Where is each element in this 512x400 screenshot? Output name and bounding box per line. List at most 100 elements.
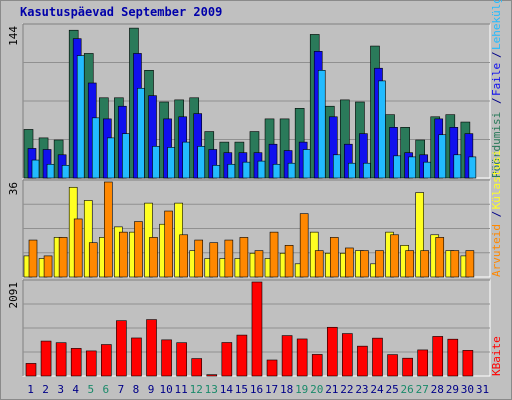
bar-kbytes-30 xyxy=(462,350,474,377)
bar-pages-4 xyxy=(76,55,85,179)
bar-hits-30 xyxy=(465,250,475,278)
bar-hits-13 xyxy=(209,242,219,278)
day-label-1: 1 xyxy=(27,383,34,396)
bar-kbytes-6 xyxy=(101,344,112,377)
day-label-18: 18 xyxy=(280,383,293,396)
day-label-11: 11 xyxy=(175,383,188,396)
bar-kbytes-11 xyxy=(176,342,187,377)
day-label-7: 7 xyxy=(118,383,125,396)
bar-hits-12 xyxy=(194,239,204,278)
bar-pages-28 xyxy=(438,134,447,179)
side-label-0: Pöördumisi xyxy=(490,112,503,178)
day-labels-layer: 1 2 3 4 5 6 7 8 9 10 11 12 13 14 15 16 17 18 19 20 21 22 23 24 2… xyxy=(27,383,489,396)
day-label-21: 21 xyxy=(325,383,338,396)
bar-hits-3 xyxy=(58,237,68,278)
bar-hits-19 xyxy=(299,213,309,278)
bar-kbytes-28 xyxy=(432,336,444,377)
bar-hits-27 xyxy=(420,250,429,278)
bar-kbytes-24 xyxy=(372,337,383,377)
bar-pages-19 xyxy=(302,149,311,179)
day-label-2: 2 xyxy=(42,383,49,396)
panel-bottom: 2091 xyxy=(7,279,491,377)
panel-max-label: 2091 xyxy=(7,282,20,309)
side-label-separator: / xyxy=(490,97,503,104)
day-label-3: 3 xyxy=(57,383,64,396)
day-label-16: 16 xyxy=(250,383,263,396)
bar-hits-14 xyxy=(224,239,234,278)
bar-hits-28 xyxy=(435,237,445,278)
bar-kbytes-22 xyxy=(342,333,353,377)
day-label-12: 12 xyxy=(190,383,203,396)
day-label-20: 20 xyxy=(310,383,323,396)
bar-pages-21 xyxy=(332,154,341,179)
side-label-separator: / xyxy=(490,51,503,58)
bar-hits-26 xyxy=(405,250,414,278)
bar-pages-23 xyxy=(363,162,371,179)
day-label-4: 4 xyxy=(72,383,79,396)
bar-pages-27 xyxy=(423,161,431,179)
day-label-27: 27 xyxy=(416,383,429,396)
bar-kbytes-29 xyxy=(447,338,459,377)
bar-pages-20 xyxy=(317,70,326,179)
bar-kbytes-1 xyxy=(25,363,37,377)
bar-kbytes-17 xyxy=(266,359,278,377)
bar-kbytes-18 xyxy=(281,335,293,377)
day-label-10: 10 xyxy=(159,383,172,396)
bar-hits-24 xyxy=(375,250,384,278)
day-label-13: 13 xyxy=(205,383,218,396)
bar-kbytes-25 xyxy=(387,354,398,377)
panel-top: 144 xyxy=(7,23,491,179)
bar-hits-17 xyxy=(269,231,279,278)
bar-pages-5 xyxy=(91,117,100,179)
bar-kbytes-10 xyxy=(161,339,172,377)
day-label-24: 24 xyxy=(370,383,384,396)
bar-hits-18 xyxy=(284,245,294,278)
bar-pages-6 xyxy=(107,137,115,179)
side-label-1: Faile xyxy=(490,63,503,96)
day-label-8: 8 xyxy=(133,383,140,396)
side-label-separator: / xyxy=(490,211,503,218)
bar-pages-2 xyxy=(46,163,55,179)
bar-hits-23 xyxy=(360,250,369,278)
bar-pages-25 xyxy=(393,155,401,179)
day-label-9: 9 xyxy=(148,383,155,396)
bar-kbytes-3 xyxy=(55,342,67,377)
bar-kbytes-20 xyxy=(311,354,323,377)
bar-hosts-5 xyxy=(83,200,93,278)
bar-kbytes-13 xyxy=(206,374,218,377)
side-labels-layer: Pöördumisi/Faile/LehekülgiArvuteid/Külas… xyxy=(490,0,503,376)
day-label-25: 25 xyxy=(385,383,398,396)
side-label-2: Lehekülgi xyxy=(490,0,503,50)
day-label-22: 22 xyxy=(340,383,353,396)
side-labels-bottom: KBaite xyxy=(490,336,503,376)
side-label-0: KBaite xyxy=(490,336,503,376)
bar-kbytes-9 xyxy=(146,319,157,377)
bar-kbytes-21 xyxy=(326,326,338,377)
day-label-5: 5 xyxy=(87,383,94,396)
bar-hits-5 xyxy=(88,242,98,278)
bar-hits-4 xyxy=(73,218,83,278)
bar-pages-22 xyxy=(348,162,356,179)
bar-hits-10 xyxy=(164,210,173,278)
bar-pages-13 xyxy=(212,165,221,179)
bar-pages-10 xyxy=(167,147,175,179)
bar-hits-22 xyxy=(345,247,354,278)
bar-kbytes-16 xyxy=(251,281,263,377)
bar-kbytes-2 xyxy=(40,340,52,377)
bar-kbytes-5 xyxy=(85,350,97,377)
bar-pages-18 xyxy=(287,162,296,179)
day-label-30: 30 xyxy=(461,383,474,396)
side-labels-top: Pöördumisi/Faile/Lehekülgi xyxy=(490,0,503,178)
bar-pages-7 xyxy=(122,133,130,179)
day-label-17: 17 xyxy=(265,383,278,396)
panels-layer: 144 36 2091 xyxy=(7,23,491,377)
bar-kbytes-4 xyxy=(70,348,82,377)
panel-max-label: 36 xyxy=(7,182,20,195)
day-label-23: 23 xyxy=(355,383,368,396)
bar-hits-11 xyxy=(179,234,188,278)
bar-kbytes-19 xyxy=(296,338,308,377)
bar-kbytes-27 xyxy=(417,349,428,377)
panel-middle: 36 xyxy=(7,179,491,278)
bar-hits-21 xyxy=(329,237,339,278)
